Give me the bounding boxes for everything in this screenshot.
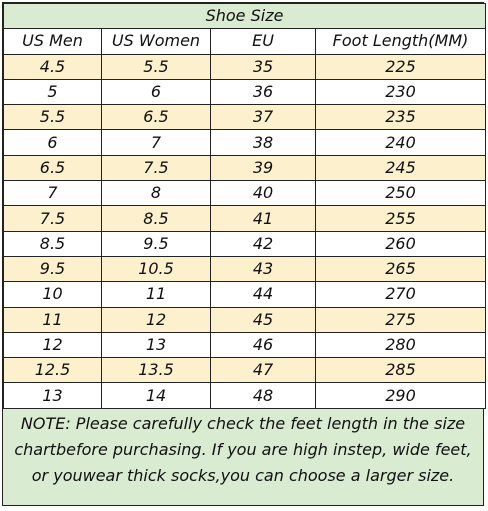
- size-table: Shoe Size US Men US Women EU Foot Length…: [2, 2, 487, 409]
- header-us-women: US Women: [101, 28, 211, 55]
- table-row: 13 14 48 290: [3, 382, 487, 409]
- cell-foot-length: 290: [314, 382, 487, 409]
- cell-us-women: 8: [101, 180, 211, 207]
- size-table-body: 4.5 5.5 35 225 5 6 36 230 5.5 6.5 37 235 6 7 38 240 6.5 7…: [3, 53, 487, 409]
- cell-foot-length: 250: [314, 180, 487, 207]
- table-row: 11 12 45 275: [3, 306, 487, 333]
- cell-us-women: 11: [101, 281, 211, 308]
- cell-us-men: 8.5: [3, 230, 102, 257]
- cell-foot-length: 225: [314, 53, 487, 80]
- table-row: 10 11 44 270: [3, 281, 487, 308]
- chart-title: Shoe Size: [2, 2, 487, 30]
- cell-foot-length: 285: [314, 357, 487, 384]
- cell-foot-length: 255: [314, 205, 487, 232]
- cell-foot-length: 245: [314, 154, 487, 182]
- header-foot-length: Foot Length(MM): [314, 28, 487, 55]
- cell-foot-length: 240: [314, 129, 487, 156]
- cell-us-men: 10: [3, 281, 102, 308]
- cell-us-men: 11: [3, 306, 102, 333]
- cell-eu: 45: [210, 306, 316, 333]
- table-row: 6.5 7.5 39 245: [3, 154, 487, 182]
- table-row: 7.5 8.5 41 255: [3, 205, 487, 232]
- cell-foot-length: 235: [314, 104, 487, 131]
- cell-us-men: 7.5: [3, 205, 102, 232]
- cell-us-women: 12: [101, 306, 211, 333]
- table-row: 7 8 40 250: [3, 180, 487, 207]
- cell-us-women: 5.5: [101, 53, 211, 80]
- cell-us-women: 13: [101, 331, 211, 359]
- cell-us-men: 6.5: [3, 154, 102, 182]
- cell-eu: 48: [210, 382, 316, 409]
- cell-us-men: 13: [3, 382, 102, 409]
- cell-us-men: 12: [3, 331, 102, 359]
- cell-eu: 42: [210, 230, 316, 257]
- cell-eu: 46: [210, 331, 316, 359]
- table-row: 5 6 36 230: [3, 78, 487, 106]
- cell-us-women: 6.5: [101, 104, 211, 131]
- cell-us-men: 6: [3, 129, 102, 156]
- cell-us-women: 14: [101, 382, 211, 409]
- cell-foot-length: 265: [314, 255, 487, 283]
- cell-us-women: 7: [101, 129, 211, 156]
- cell-eu: 44: [210, 281, 316, 308]
- cell-eu: 41: [210, 205, 316, 232]
- cell-foot-length: 230: [314, 78, 487, 106]
- size-note: NOTE: Please carefully check the feet le…: [3, 408, 483, 505]
- cell-eu: 43: [210, 255, 316, 283]
- cell-eu: 39: [210, 154, 316, 182]
- cell-foot-length: 275: [314, 306, 487, 333]
- table-row: 6 7 38 240: [3, 129, 487, 156]
- header-row: US Men US Women EU Foot Length(MM): [3, 28, 487, 55]
- cell-us-men: 5.5: [3, 104, 102, 131]
- cell-us-men: 5: [3, 78, 102, 106]
- header-us-men: US Men: [3, 28, 102, 55]
- header-eu: EU: [210, 28, 316, 55]
- cell-eu: 36: [210, 78, 316, 106]
- cell-us-women: 8.5: [101, 205, 211, 232]
- cell-foot-length: 280: [314, 331, 487, 359]
- cell-foot-length: 270: [314, 281, 487, 308]
- cell-eu: 37: [210, 104, 316, 131]
- cell-us-women: 13.5: [101, 357, 211, 384]
- table-row: 12 13 46 280: [3, 331, 487, 359]
- cell-us-women: 9.5: [101, 230, 211, 257]
- cell-eu: 35: [210, 53, 316, 80]
- title-row: Shoe Size: [2, 2, 487, 30]
- cell-us-men: 4.5: [3, 53, 102, 80]
- cell-eu: 38: [210, 129, 316, 156]
- table-row: 12.5 13.5 47 285: [3, 357, 487, 384]
- cell-foot-length: 260: [314, 230, 487, 257]
- cell-us-women: 10.5: [101, 255, 211, 283]
- cell-us-men: 12.5: [3, 357, 102, 384]
- table-row: 5.5 6.5 37 235: [3, 104, 487, 131]
- cell-us-men: 7: [3, 180, 102, 207]
- cell-eu: 40: [210, 180, 316, 207]
- cell-us-women: 7.5: [101, 154, 211, 182]
- table-row: 4.5 5.5 35 225: [3, 53, 487, 80]
- cell-us-women: 6: [101, 78, 211, 106]
- table-row: 9.5 10.5 43 265: [3, 255, 487, 283]
- table-row: 8.5 9.5 42 260: [3, 230, 487, 257]
- cell-us-men: 9.5: [3, 255, 102, 283]
- cell-eu: 47: [210, 357, 316, 384]
